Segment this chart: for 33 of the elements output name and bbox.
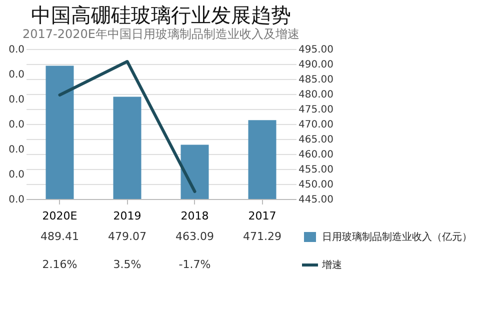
y-tick-label: 0.0 <box>8 70 24 80</box>
y2-tick-label: 485.00 <box>298 74 334 86</box>
y2-tick-label: 490.00 <box>298 60 334 70</box>
data-label: 479.07 <box>108 230 146 243</box>
x-tick-label: 2017 <box>248 210 276 222</box>
y2-tick-label: 450.00 <box>298 180 334 190</box>
data-label: 471.29 <box>243 230 282 243</box>
data-label: 2.16% <box>42 258 78 271</box>
chart-subtitle: 2017-2020E年中国日用玻璃制品制造业收入及增速 <box>22 27 300 41</box>
y2-tick-label: 455.00 <box>298 164 334 176</box>
y-tick-label: 0.0 <box>8 120 24 130</box>
y2-tick-label: 465.00 <box>298 134 334 146</box>
y-tick-label: 0.0 <box>8 144 24 156</box>
data-label: -1.7% <box>178 258 211 271</box>
y-tick-label: 0.0 <box>8 194 24 206</box>
y2-tick-label: 460.00 <box>298 150 334 160</box>
data-label: 489.41 <box>40 230 79 243</box>
y2-tick-label: 445.00 <box>298 194 334 206</box>
y-tick-label: 0.0 <box>8 94 24 106</box>
y-tick-label: 0.0 <box>8 170 24 180</box>
y2-tick-label: 475.00 <box>298 104 334 116</box>
y2-tick-label: 480.00 <box>298 90 334 100</box>
x-tick-label: 2018 <box>180 210 209 222</box>
y2-tick-label: 470.00 <box>298 120 334 130</box>
data-label: 463.09 <box>176 230 214 243</box>
legend-label: 增速 <box>321 259 342 271</box>
data-label: 3.5% <box>113 258 142 271</box>
x-tick-label: 2019 <box>113 210 142 222</box>
legend-label: 日用玻璃制品制造业收入（亿元） <box>322 231 472 243</box>
x-tick-label: 2020E <box>42 210 78 222</box>
y2-tick-label: 495.00 <box>298 44 334 56</box>
y-tick-label: 0.0 <box>8 44 24 56</box>
chart-title: 中国高硼硅玻璃行业发展趋势 <box>31 3 291 27</box>
